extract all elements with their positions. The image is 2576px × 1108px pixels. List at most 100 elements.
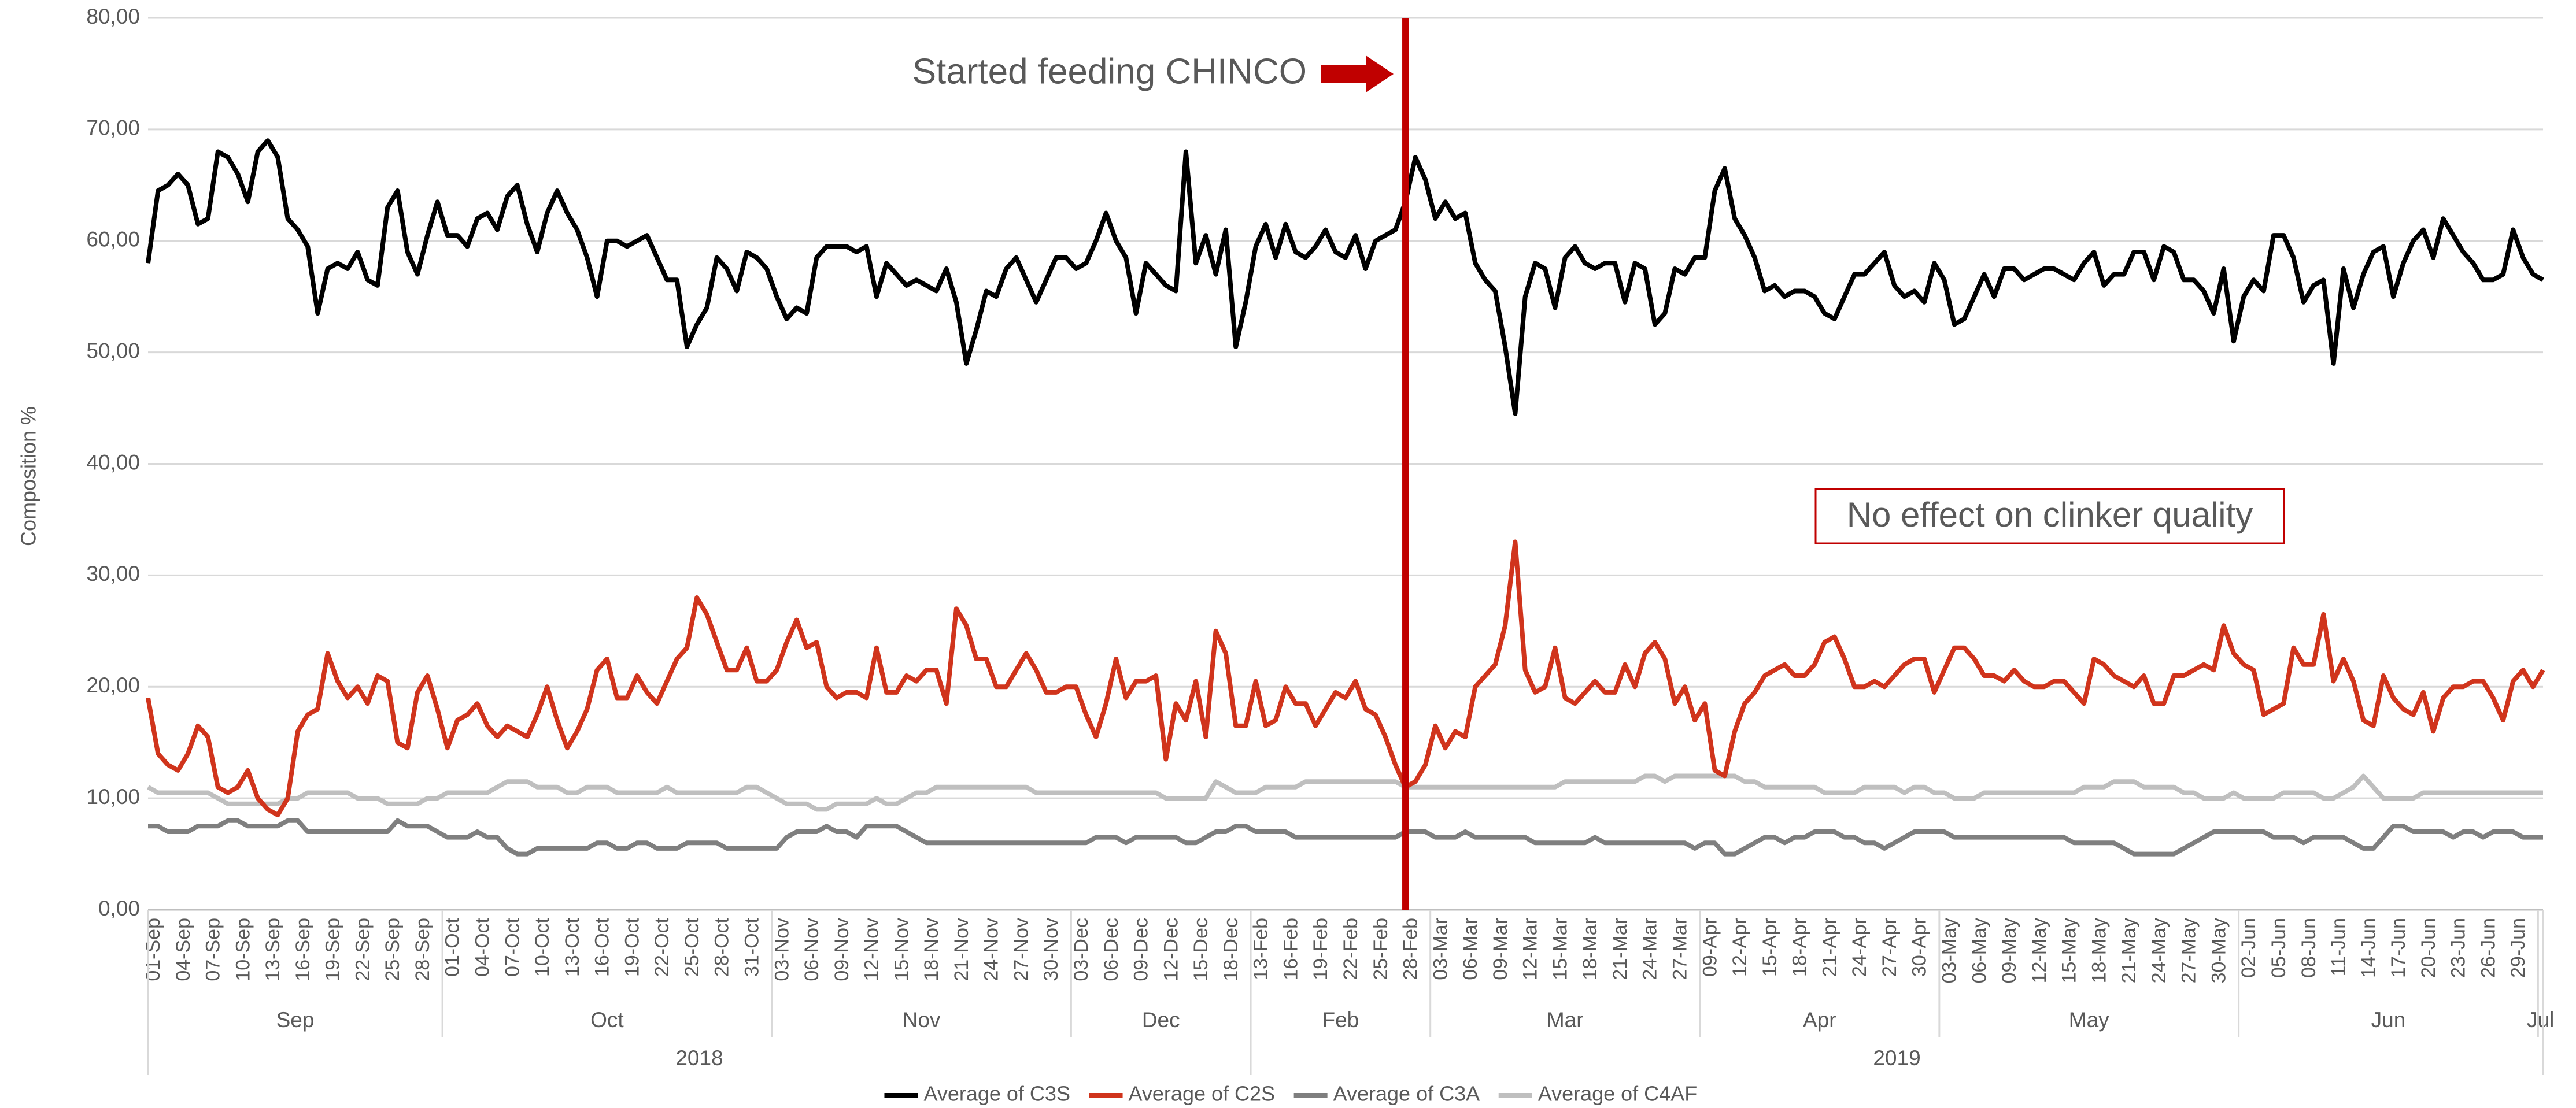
x-tick-label: 09-Nov [831, 918, 853, 981]
x-tick-label: 24-Apr [1849, 918, 1871, 977]
y-tick-label: 80,00 [86, 5, 140, 28]
month-label: Mar [1547, 1008, 1584, 1032]
x-tick-label: 27-Mar [1669, 918, 1691, 980]
x-tick-label: 19-Oct [621, 917, 643, 977]
y-tick-label: 30,00 [86, 562, 140, 586]
x-tick-label: 06-May [1968, 918, 1990, 983]
x-tick-label: 18-Apr [1789, 918, 1811, 977]
x-tick-label: 28-Oct [711, 917, 733, 977]
x-tick-label: 10-Oct [531, 917, 553, 977]
x-tick-label: 27-Nov [1010, 918, 1032, 981]
x-tick-label: 06-Mar [1459, 918, 1481, 980]
y-tick-label: 70,00 [86, 116, 140, 140]
x-tick-label: 24-May [2148, 918, 2170, 983]
month-label: Jun [2371, 1008, 2406, 1032]
x-tick-label: 13-Sep [262, 918, 284, 981]
legend-label: Average of C3A [1333, 1082, 1480, 1106]
y-tick-label: 50,00 [86, 339, 140, 362]
x-tick-label: 09-Dec [1130, 918, 1152, 981]
x-tick-label: 15-Mar [1549, 918, 1571, 980]
month-label: Dec [1142, 1008, 1180, 1032]
month-label: Sep [276, 1008, 315, 1032]
x-tick-label: 03-Mar [1429, 918, 1451, 980]
x-tick-label: 19-Feb [1310, 918, 1332, 980]
x-tick-label: 08-Jun [2298, 918, 2320, 978]
x-tick-label: 28-Feb [1400, 918, 1422, 980]
x-tick-label: 27-Apr [1879, 918, 1901, 977]
x-tick-label: 27-May [2178, 918, 2200, 983]
x-tick-label: 15-Nov [890, 918, 912, 981]
x-tick-label: 16-Sep [292, 918, 314, 981]
x-tick-label: 22-Feb [1340, 918, 1362, 980]
year-label: 2018 [675, 1046, 723, 1070]
y-tick-label: 60,00 [86, 228, 140, 251]
x-tick-label: 06-Dec [1100, 918, 1122, 981]
x-tick-label: 09-May [1998, 918, 2020, 983]
series-line [148, 818, 2543, 857]
month-label: Jul [2527, 1008, 2554, 1032]
year-label: 2019 [1873, 1046, 1920, 1070]
x-tick-label: 14-Jun [2357, 918, 2379, 978]
x-tick-label: 22-Sep [352, 918, 374, 981]
x-tick-label: 04-Oct [472, 917, 494, 977]
y-axis-title: Composition % [17, 406, 40, 546]
x-tick-label: 07-Oct [501, 917, 523, 977]
x-tick-label: 06-Nov [801, 918, 823, 981]
x-tick-label: 25-Sep [382, 918, 404, 981]
x-tick-label: 21-Apr [1819, 918, 1840, 977]
x-tick-label: 03-Nov [771, 918, 793, 981]
x-tick-label: 28-Sep [412, 918, 434, 981]
x-tick-label: 18-Nov [921, 918, 943, 981]
x-tick-label: 02-Jun [2238, 918, 2260, 978]
x-tick-label: 25-Oct [681, 917, 703, 977]
x-tick-label: 03-May [1938, 918, 1960, 983]
x-tick-label: 29-Jun [2507, 918, 2529, 978]
x-tick-label: 12-May [2028, 918, 2050, 983]
x-tick-label: 04-Sep [172, 918, 194, 981]
x-tick-label: 30-Apr [1909, 918, 1931, 977]
x-tick-label: 15-Dec [1190, 918, 1212, 981]
x-tick-label: 24-Mar [1639, 918, 1661, 980]
x-tick-label: 15-May [2058, 918, 2080, 983]
x-tick-label: 22-Oct [651, 917, 673, 977]
series-line [147, 773, 2543, 812]
x-tick-label: 18-Dec [1220, 918, 1242, 981]
x-tick-label: 18-Mar [1579, 918, 1601, 980]
month-label: May [2069, 1008, 2109, 1032]
x-tick-label: 13-Feb [1250, 918, 1272, 980]
month-label: Feb [1322, 1008, 1359, 1032]
annotation-text: No effect on clinker quality [1847, 495, 2253, 534]
x-tick-label: 12-Nov [861, 918, 883, 981]
month-label: Apr [1803, 1008, 1836, 1032]
x-tick-label: 13-Oct [561, 917, 583, 977]
x-tick-label: 05-Jun [2268, 918, 2290, 978]
x-tick-label: 01-Oct [442, 917, 464, 977]
annotation-box [1814, 488, 2285, 544]
month-label: Oct [590, 1008, 624, 1032]
x-tick-label: 25-Feb [1370, 918, 1392, 980]
y-tick-label: 20,00 [86, 673, 140, 697]
y-tick-label: 0,00 [98, 896, 140, 920]
y-tick-label: 40,00 [86, 450, 140, 474]
annotation-text: Started feeding CHINCO [912, 51, 1307, 91]
month-label: Nov [903, 1008, 941, 1032]
x-tick-label: 09-Apr [1699, 918, 1721, 977]
plot: 0,00 10,00 20,00 30,00 40,00 50,00 60,00 70,00 8… [86, 5, 2554, 1106]
x-tick-label: 21-Mar [1609, 918, 1631, 980]
legend-label: Average of C2S [1129, 1082, 1276, 1106]
x-tick-label: 11-Jun [2328, 918, 2350, 976]
x-tick-label: 16-Feb [1280, 918, 1302, 980]
x-tick-label: 17-Jun [2387, 918, 2409, 978]
series-line [146, 138, 2544, 416]
x-tick-label: 10-Sep [232, 918, 254, 981]
x-tick-label: 24-Nov [981, 918, 1003, 981]
x-tick-label: 12-Mar [1520, 918, 1542, 980]
x-tick-label: 18-May [2088, 918, 2110, 983]
x-tick-label: 23-Jun [2448, 918, 2470, 978]
x-tick-label: 31-Oct [741, 917, 763, 977]
x-tick-label: 09-Mar [1490, 918, 1511, 980]
x-tick-label: 16-Oct [592, 917, 613, 977]
y-tick-label: 10,00 [86, 785, 140, 809]
